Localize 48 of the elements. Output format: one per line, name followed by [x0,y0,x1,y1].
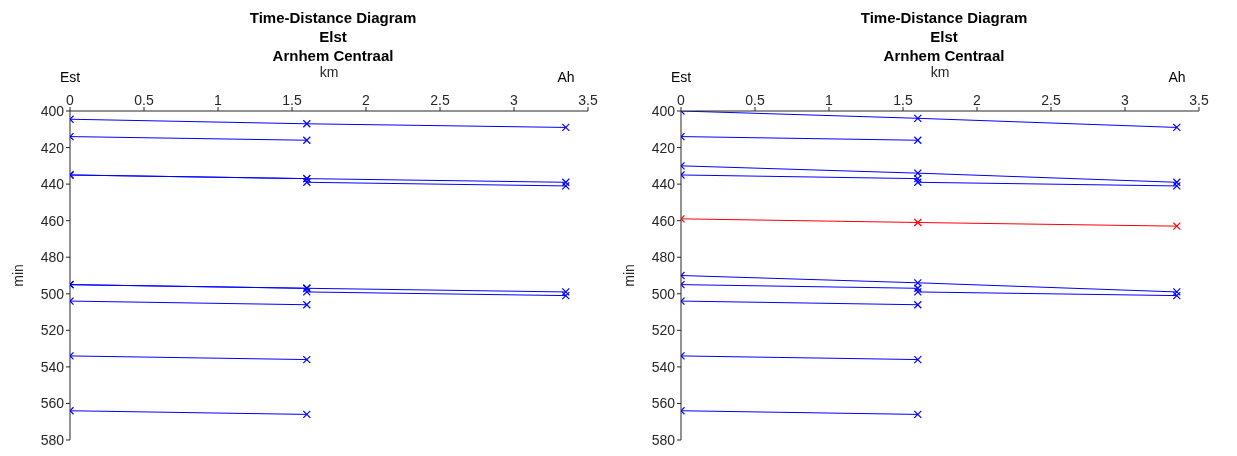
text: Est [670,69,692,85]
y-tick-label: 400 [651,102,676,119]
y-tick-label: 540 [651,358,676,375]
chart-subtitle: Elst Arnhem Centraal [882,27,1006,65]
y-tick-label: 520 [651,322,676,339]
y-tick-label: 460 [651,212,676,229]
x-tick-label: 3.5 [1189,92,1209,108]
x-tick-label: 1.5 [893,92,913,108]
text: Ah [1168,69,1186,85]
y-tick-label: 420 [40,139,65,156]
y-tick-label: 500 [40,285,65,302]
y-tick-label: 520 [40,322,65,339]
text: Ah [557,69,575,85]
x-tick-label: 2 [362,92,371,108]
y-tick-label: 440 [40,176,65,193]
y-tick-label: 580 [40,431,65,448]
y-tick-label: 440 [651,176,676,193]
chart-title: Time-Distance Diagram [248,8,418,27]
x-tick-label: 2 [973,92,982,108]
y-tick-label: 560 [40,395,65,412]
x-tick-label: 3 [510,92,519,108]
y-tick-label: 500 [651,285,676,302]
x-tick-label: 0 [677,92,686,108]
y-tick-label: 400 [40,102,65,119]
y-tick-label: 480 [651,249,676,266]
x-tick-label: 0.5 [134,92,154,108]
y-tick-label: 560 [651,395,676,412]
y-axis-title: min [620,264,637,287]
chart-title: Time-Distance Diagram [859,8,1029,27]
x-tick-label: 1 [825,92,834,108]
x-tick-label: 1 [214,92,223,108]
x-tick-label: 0.5 [745,92,765,108]
y-tick-label: 460 [40,212,65,229]
y-tick-label: 580 [651,431,676,448]
x-axis-title: km [319,63,339,80]
y-tick-label: 420 [651,139,676,156]
x-tick-label: 3.5 [578,92,598,108]
x-tick-label: 1.5 [282,92,302,108]
y-tick-label: 540 [40,358,65,375]
y-tick-label: 480 [40,249,65,266]
x-tick-label: 2.5 [430,92,450,108]
x-axis-title: km [930,63,950,80]
x-tick-label: 3 [1121,92,1130,108]
text: Est [59,69,81,85]
chart-subtitle: Elst Arnhem Centraal [271,27,395,65]
x-tick-label: 0 [66,92,75,108]
y-axis-title: min [9,264,26,287]
x-tick-label: 2.5 [1041,92,1061,108]
